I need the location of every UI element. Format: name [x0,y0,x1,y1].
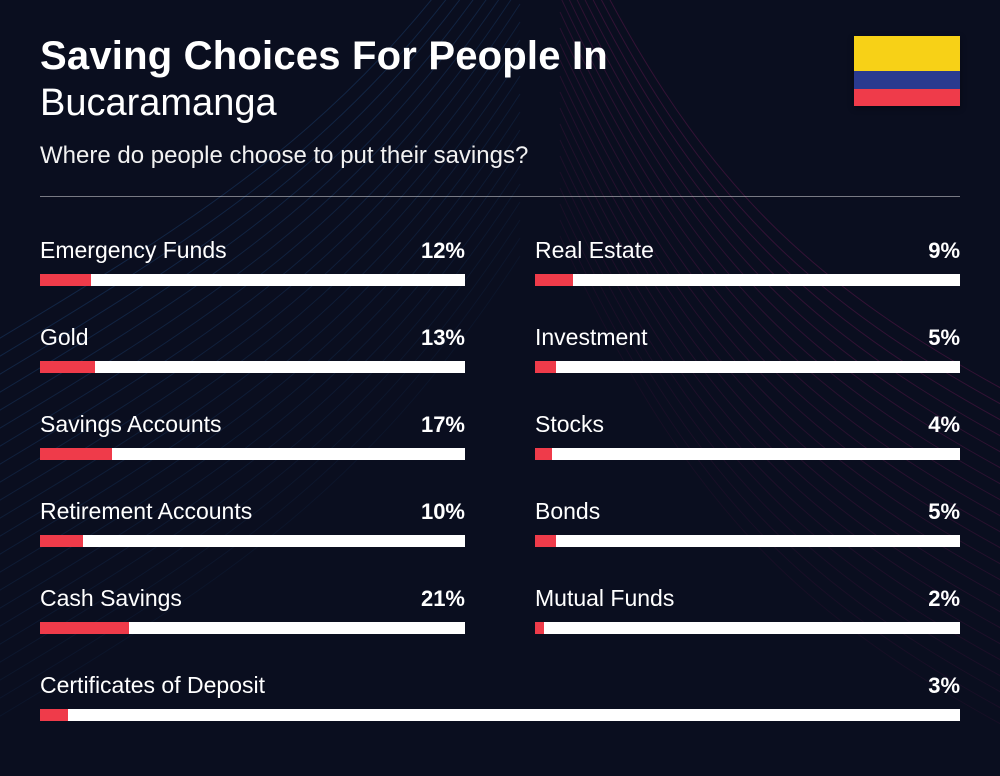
bar-fill [40,361,95,373]
bar-fill [535,622,544,634]
bar-fill [535,361,556,373]
bar-track [535,535,960,547]
bar-track [40,361,465,373]
flag-stripe [854,71,960,89]
bar-value: 5% [928,499,960,525]
bar-item: Cash Savings 21% [40,585,465,634]
bar-item-head: Certificates of Deposit 3% [40,672,960,699]
bar-track [40,448,465,460]
bars-grid: Emergency Funds 12% Real Estate 9% Gold 13% In… [40,237,960,721]
bar-track [40,622,465,634]
main-content: Saving Choices For People In Bucaramanga… [0,0,1000,721]
bar-item-head: Stocks 4% [535,411,960,438]
bar-track [535,361,960,373]
bar-label: Gold [40,324,89,351]
bar-fill [535,274,573,286]
bar-item: Stocks 4% [535,411,960,460]
title-line2: Bucaramanga [40,82,854,126]
bar-label: Investment [535,324,648,351]
bar-value: 5% [928,325,960,351]
bar-track [40,535,465,547]
bar-value: 10% [421,499,465,525]
bar-label: Savings Accounts [40,411,222,438]
bar-value: 2% [928,586,960,612]
bar-fill [40,448,112,460]
bar-label: Cash Savings [40,585,182,612]
bar-item: Emergency Funds 12% [40,237,465,286]
bar-value: 9% [928,238,960,264]
bar-track [535,274,960,286]
bar-value: 21% [421,586,465,612]
bar-value: 13% [421,325,465,351]
bar-fill [40,535,83,547]
bar-label: Retirement Accounts [40,498,252,525]
title-line1: Saving Choices For People In [40,34,854,78]
bar-item: Bonds 5% [535,498,960,547]
bar-track [40,709,960,721]
bar-item: Real Estate 9% [535,237,960,286]
bar-item: Certificates of Deposit 3% [40,672,960,721]
subtitle: Where do people choose to put their savi… [40,142,854,170]
bar-fill [535,448,552,460]
bar-item-head: Emergency Funds 12% [40,237,465,264]
bar-item-head: Bonds 5% [535,498,960,525]
flag-colombia-icon [854,36,960,106]
flag-stripe [854,89,960,107]
bar-value: 12% [421,238,465,264]
bar-item-head: Investment 5% [535,324,960,351]
bar-track [40,274,465,286]
bar-item-head: Mutual Funds 2% [535,585,960,612]
title-block: Saving Choices For People In Bucaramanga… [40,34,854,170]
bar-value: 3% [928,673,960,699]
bar-label: Real Estate [535,237,654,264]
bar-item: Mutual Funds 2% [535,585,960,634]
bar-item: Gold 13% [40,324,465,373]
bar-fill [40,709,68,721]
header: Saving Choices For People In Bucaramanga… [40,34,960,170]
bar-item-head: Cash Savings 21% [40,585,465,612]
bar-label: Stocks [535,411,604,438]
bar-track [535,448,960,460]
bar-value: 17% [421,412,465,438]
bar-fill [40,274,91,286]
bar-item: Savings Accounts 17% [40,411,465,460]
bar-item-head: Retirement Accounts 10% [40,498,465,525]
bar-item-head: Gold 13% [40,324,465,351]
bar-label: Mutual Funds [535,585,674,612]
bar-item-head: Real Estate 9% [535,237,960,264]
flag-stripe [854,36,960,71]
bar-label: Emergency Funds [40,237,227,264]
bar-label: Bonds [535,498,600,525]
header-divider [40,196,960,197]
bar-item: Investment 5% [535,324,960,373]
bar-label: Certificates of Deposit [40,672,265,699]
bar-item-head: Savings Accounts 17% [40,411,465,438]
bar-fill [535,535,556,547]
bar-fill [40,622,129,634]
bar-track [535,622,960,634]
bar-value: 4% [928,412,960,438]
bar-item: Retirement Accounts 10% [40,498,465,547]
